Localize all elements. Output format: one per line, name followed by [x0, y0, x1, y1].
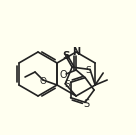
Text: O: O: [59, 70, 67, 80]
Text: S: S: [83, 99, 89, 109]
Text: N: N: [72, 47, 80, 57]
Text: S: S: [62, 51, 69, 61]
Text: S: S: [85, 66, 91, 75]
Text: O: O: [40, 77, 47, 85]
Text: S: S: [64, 80, 70, 89]
